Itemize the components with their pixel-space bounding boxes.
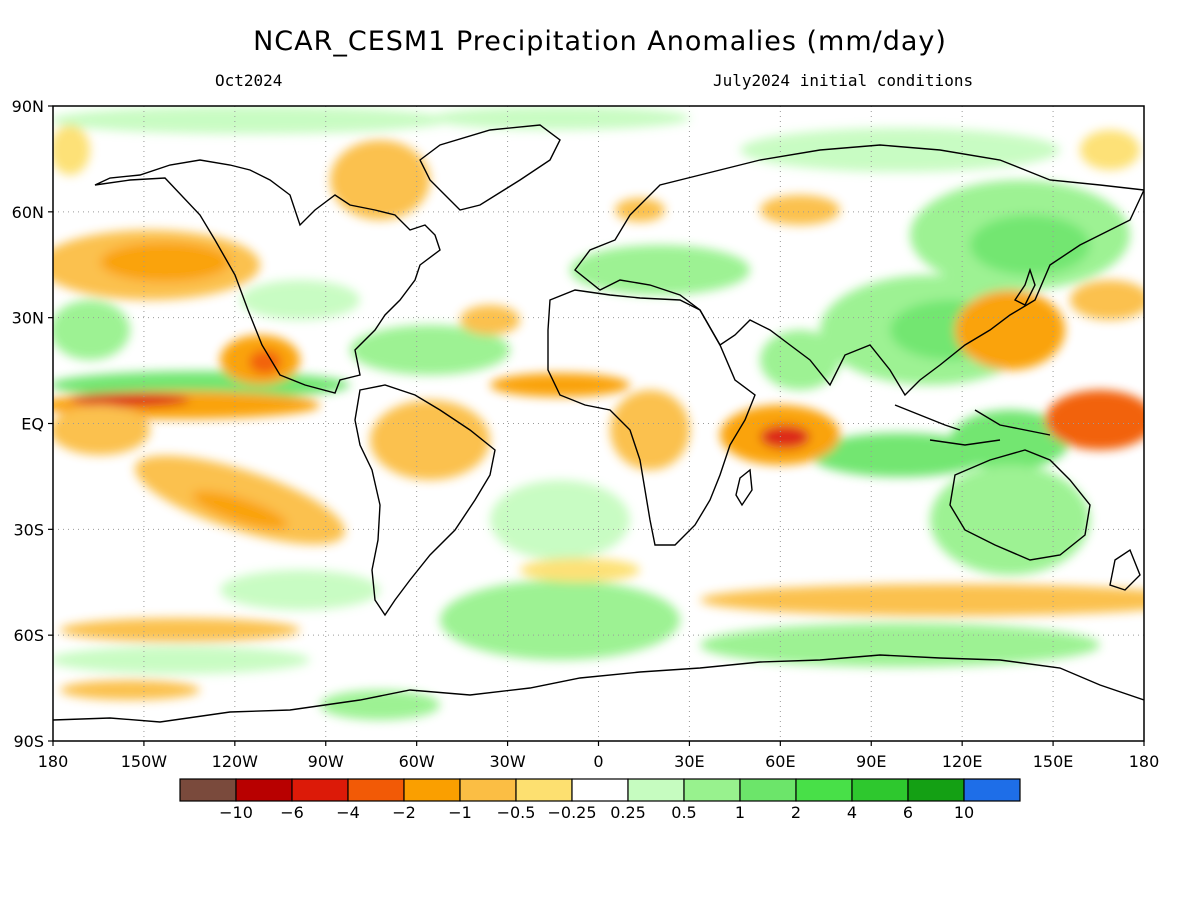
colorbar-swatch (627, 778, 685, 802)
coast-japan (1013, 267, 1036, 306)
colorbar-label: −10 (219, 803, 253, 822)
lon-tick-label: 0 (593, 752, 603, 771)
colorbar-swatch (683, 778, 741, 802)
colorbar-swatch (851, 778, 909, 802)
colorbar-swatch (291, 778, 349, 802)
coast-africa (547, 289, 756, 546)
lat-tick-label: 90N (12, 97, 44, 116)
coast-eurasia (574, 144, 1144, 397)
colorbar-swatch (571, 778, 629, 802)
colorbar (179, 778, 1021, 802)
colorbar-label: −0.5 (497, 803, 536, 822)
colorbar-swatch (235, 778, 293, 802)
lon-tick-label: 30W (489, 752, 525, 771)
lat-tick-label: 30N (12, 309, 44, 328)
lat-tick-label: EQ (21, 415, 44, 434)
latitude-labels: 90N 60N 30N EQ 30S 60S 90S (12, 97, 44, 751)
graticule (48, 105, 1145, 746)
lon-tick-label: 180 (38, 752, 69, 771)
colorbar-label: −1 (448, 803, 472, 822)
coast-south-america (354, 384, 496, 617)
lon-tick-label: 90W (308, 752, 344, 771)
colorbar-label: −2 (392, 803, 416, 822)
lon-tick-label: 150E (1033, 752, 1074, 771)
coast-madagascar (735, 468, 753, 507)
lat-tick-label: 60N (12, 203, 44, 222)
colorbar-label: 1 (735, 803, 745, 822)
lat-tick-label: 60S (13, 626, 44, 645)
colorbar-label: 10 (954, 803, 974, 822)
colorbar-swatch (739, 778, 797, 802)
lon-tick-label: 90E (856, 752, 886, 771)
initial-conditions: July2024 initial conditions (713, 71, 974, 90)
lon-tick-label: 30E (674, 752, 704, 771)
colorbar-label: 0.25 (610, 803, 646, 822)
coast-greenland (419, 124, 561, 211)
colorbar-swatch (179, 778, 237, 802)
coast-north-america (94, 159, 441, 394)
coast-antarctica (53, 654, 1144, 723)
coast-indonesia (894, 404, 1051, 446)
longitude-labels: 180 150W 120W 90W 60W 30W 0 30E 60E 90E 120E 150E 18… (38, 752, 1160, 771)
lat-tick-label: 30S (13, 520, 44, 539)
forecast-month: Oct2024 (215, 71, 283, 90)
colorbar-label: −0.25 (547, 803, 596, 822)
map-frame (52, 105, 1145, 742)
colorbar-labels: −10 −6 −4 −2 −1 −0.5 −0.25 0.25 0.5 1 2 4 6 10 (219, 803, 974, 822)
anomaly-field (53, 106, 1144, 720)
coast-new-zealand (1109, 548, 1141, 591)
colorbar-swatch (347, 778, 405, 802)
lon-tick-label: 150W (121, 752, 168, 771)
coast-australia (949, 449, 1091, 561)
lon-tick-label: 60E (765, 752, 795, 771)
lon-tick-label: 120E (942, 752, 983, 771)
colorbar-label: −4 (336, 803, 360, 822)
colorbar-swatch (459, 778, 517, 802)
chart-title: NCAR_CESM1 Precipitation Anomalies (mm/d… (253, 26, 947, 57)
lon-tick-label: 120W (212, 752, 259, 771)
colorbar-swatch (403, 778, 461, 802)
colorbar-label: 6 (903, 803, 913, 822)
lon-tick-label: 180 (1129, 752, 1160, 771)
lon-tick-label: 60W (399, 752, 435, 771)
colorbar-swatch (515, 778, 573, 802)
colorbar-label: −6 (280, 803, 304, 822)
coastlines (53, 124, 1144, 723)
colorbar-label: 0.5 (671, 803, 696, 822)
lat-tick-label: 90S (13, 732, 44, 751)
colorbar-label: 4 (847, 803, 857, 822)
colorbar-label: 2 (791, 803, 801, 822)
colorbar-swatch (795, 778, 853, 802)
colorbar-swatch (907, 778, 965, 802)
colorbar-swatch (963, 778, 1021, 802)
